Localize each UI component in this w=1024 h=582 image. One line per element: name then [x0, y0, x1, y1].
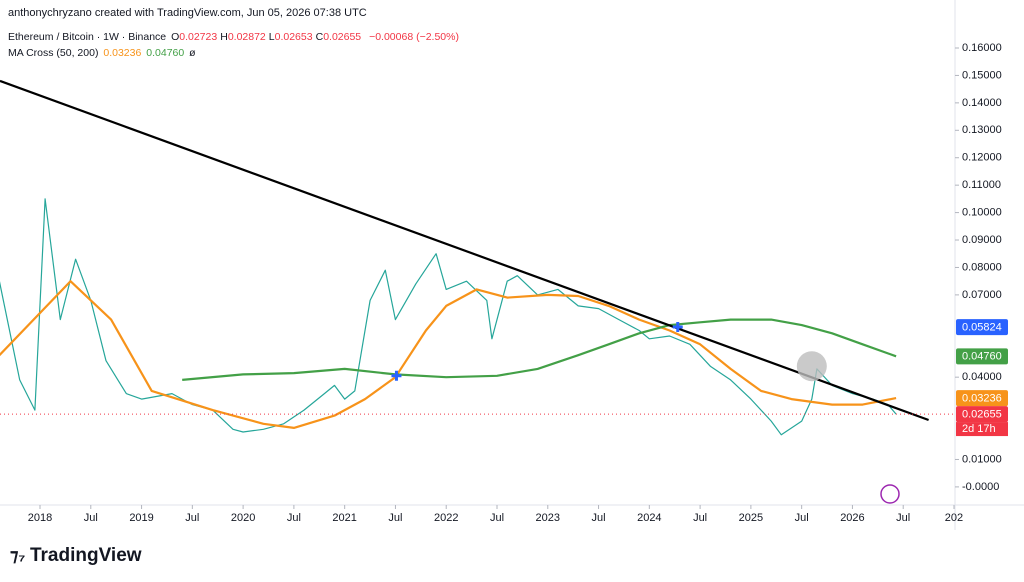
countdown-label: 2d 17h [962, 423, 996, 435]
indicator-value: 0.04760 [146, 47, 185, 59]
price-badge-label: 0.03236 [962, 393, 1002, 405]
x-tick-label: Jul [693, 512, 707, 524]
series-line [182, 318, 897, 381]
price-badge-label: 0.02655 [962, 408, 1002, 420]
price-badge [956, 348, 1008, 365]
y-tick-label: 0.01000 [962, 453, 1002, 465]
y-tick-label: 0.13000 [962, 124, 1002, 136]
y-tick-label: 0.15000 [962, 69, 1002, 81]
x-tick-label: 2025 [739, 512, 763, 524]
x-tick-label: 2026 [840, 512, 864, 524]
logo-mark: ⁊₇ [10, 546, 30, 565]
ohlc-key: H [220, 31, 228, 43]
indicator-flag: ø [189, 47, 196, 59]
credit: anthonychryzano created with TradingView… [8, 7, 367, 19]
countdown-badge [956, 422, 1008, 437]
x-tick-label: 2022 [434, 512, 458, 524]
ohlc-value: 0.02723 [179, 31, 218, 43]
price-badge [956, 319, 1008, 336]
cross-marker [391, 370, 402, 381]
x-tick-label: 2018 [28, 512, 52, 524]
ohlc-value: 0.02653 [274, 31, 313, 43]
indicator-row: MA Cross (50, 200) 0.03236 0.04760 ø [8, 47, 198, 59]
y-tick-label: 0.11000 [962, 179, 1001, 191]
y-tick-label: 0.10000 [962, 206, 1002, 218]
x-tick-label: Jul [84, 512, 98, 524]
y-tick-label: 0.09000 [962, 234, 1002, 246]
highlight-circle [796, 351, 827, 382]
series-line [0, 198, 897, 436]
y-tick-label: 0.14000 [962, 97, 1002, 109]
y-tick-label: 0.07000 [962, 289, 1002, 301]
y-tick-label: 0.16000 [962, 42, 1002, 54]
logo: ⁊₇ TradingView [10, 545, 142, 567]
price-badge-label: 0.04760 [962, 351, 1002, 363]
y-tick-label: -0.0000 [962, 481, 999, 493]
alert-icon[interactable] [880, 484, 900, 504]
change: −0.00068 (−2.50%) [369, 31, 459, 43]
cross-marker [672, 321, 683, 332]
x-tick-label: Jul [185, 512, 199, 524]
x-tick-label: Jul [592, 512, 606, 524]
x-tick-label: Jul [287, 512, 301, 524]
x-tick-label: Jul [490, 512, 504, 524]
x-tick-label: 2020 [231, 512, 255, 524]
ohlc-key: C [315, 31, 324, 43]
indicator-value: 0.03236 [103, 47, 142, 59]
x-tick-label: 2024 [637, 512, 661, 524]
price-badge-label: 0.05824 [962, 322, 1002, 334]
x-tick-label: Jul [896, 512, 910, 524]
logo-text: TradingView [29, 545, 142, 566]
indicator-name[interactable]: MA Cross (50, 200) [8, 47, 99, 59]
ohlc-value: 0.02655 [323, 31, 362, 43]
ohlc-key: L [268, 31, 275, 43]
ohlc-key: O [171, 31, 180, 43]
price-badge [956, 406, 1008, 423]
x-tick-label: Jul [795, 512, 809, 524]
trendline [0, 79, 929, 422]
x-tick-label: 202 [945, 512, 963, 524]
y-tick-label: 0.12000 [962, 152, 1002, 164]
x-tick-label: 2023 [536, 512, 560, 524]
ohlc-value: 0.02872 [227, 31, 266, 43]
ohlc: O0.02723 H0.02872 L0.02653 C0.02655 [171, 31, 364, 43]
legend-row: Ethereum / Bitcoin · 1W · Binance O0.027… [8, 31, 461, 43]
price-badge [956, 390, 1008, 407]
y-tick-label: 0.04000 [962, 371, 1002, 383]
x-tick-label: Jul [388, 512, 402, 524]
y-tick-label: 0.08000 [962, 261, 1002, 273]
x-tick-label: 2021 [332, 512, 356, 524]
series-line [0, 280, 897, 429]
x-tick-label: 2019 [129, 512, 153, 524]
symbol[interactable]: Ethereum / Bitcoin · 1W · Binance [8, 31, 167, 43]
